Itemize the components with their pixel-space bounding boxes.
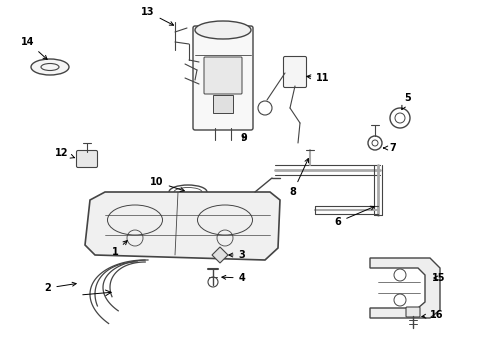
Text: 8: 8 bbox=[289, 158, 308, 197]
Text: 12: 12 bbox=[55, 148, 74, 158]
Text: 9: 9 bbox=[240, 133, 247, 143]
Ellipse shape bbox=[31, 59, 69, 75]
Text: 11: 11 bbox=[306, 73, 329, 83]
Text: 14: 14 bbox=[21, 37, 47, 59]
Text: 6: 6 bbox=[334, 206, 374, 227]
Ellipse shape bbox=[195, 21, 250, 39]
FancyBboxPatch shape bbox=[405, 307, 419, 317]
Polygon shape bbox=[369, 258, 439, 318]
Polygon shape bbox=[212, 247, 227, 263]
FancyBboxPatch shape bbox=[283, 57, 306, 87]
Text: 16: 16 bbox=[421, 310, 443, 320]
Text: 1: 1 bbox=[111, 240, 127, 257]
Text: 5: 5 bbox=[401, 93, 410, 109]
Text: 3: 3 bbox=[228, 250, 245, 260]
Text: 7: 7 bbox=[383, 143, 396, 153]
Text: 15: 15 bbox=[431, 273, 445, 283]
FancyBboxPatch shape bbox=[203, 57, 242, 94]
Polygon shape bbox=[85, 192, 280, 260]
Text: 10: 10 bbox=[150, 177, 184, 192]
Text: 4: 4 bbox=[222, 273, 245, 283]
FancyBboxPatch shape bbox=[193, 26, 252, 130]
Text: 2: 2 bbox=[44, 282, 76, 293]
FancyBboxPatch shape bbox=[76, 150, 97, 167]
Bar bbox=[213, 95, 232, 113]
Text: 13: 13 bbox=[141, 7, 173, 25]
